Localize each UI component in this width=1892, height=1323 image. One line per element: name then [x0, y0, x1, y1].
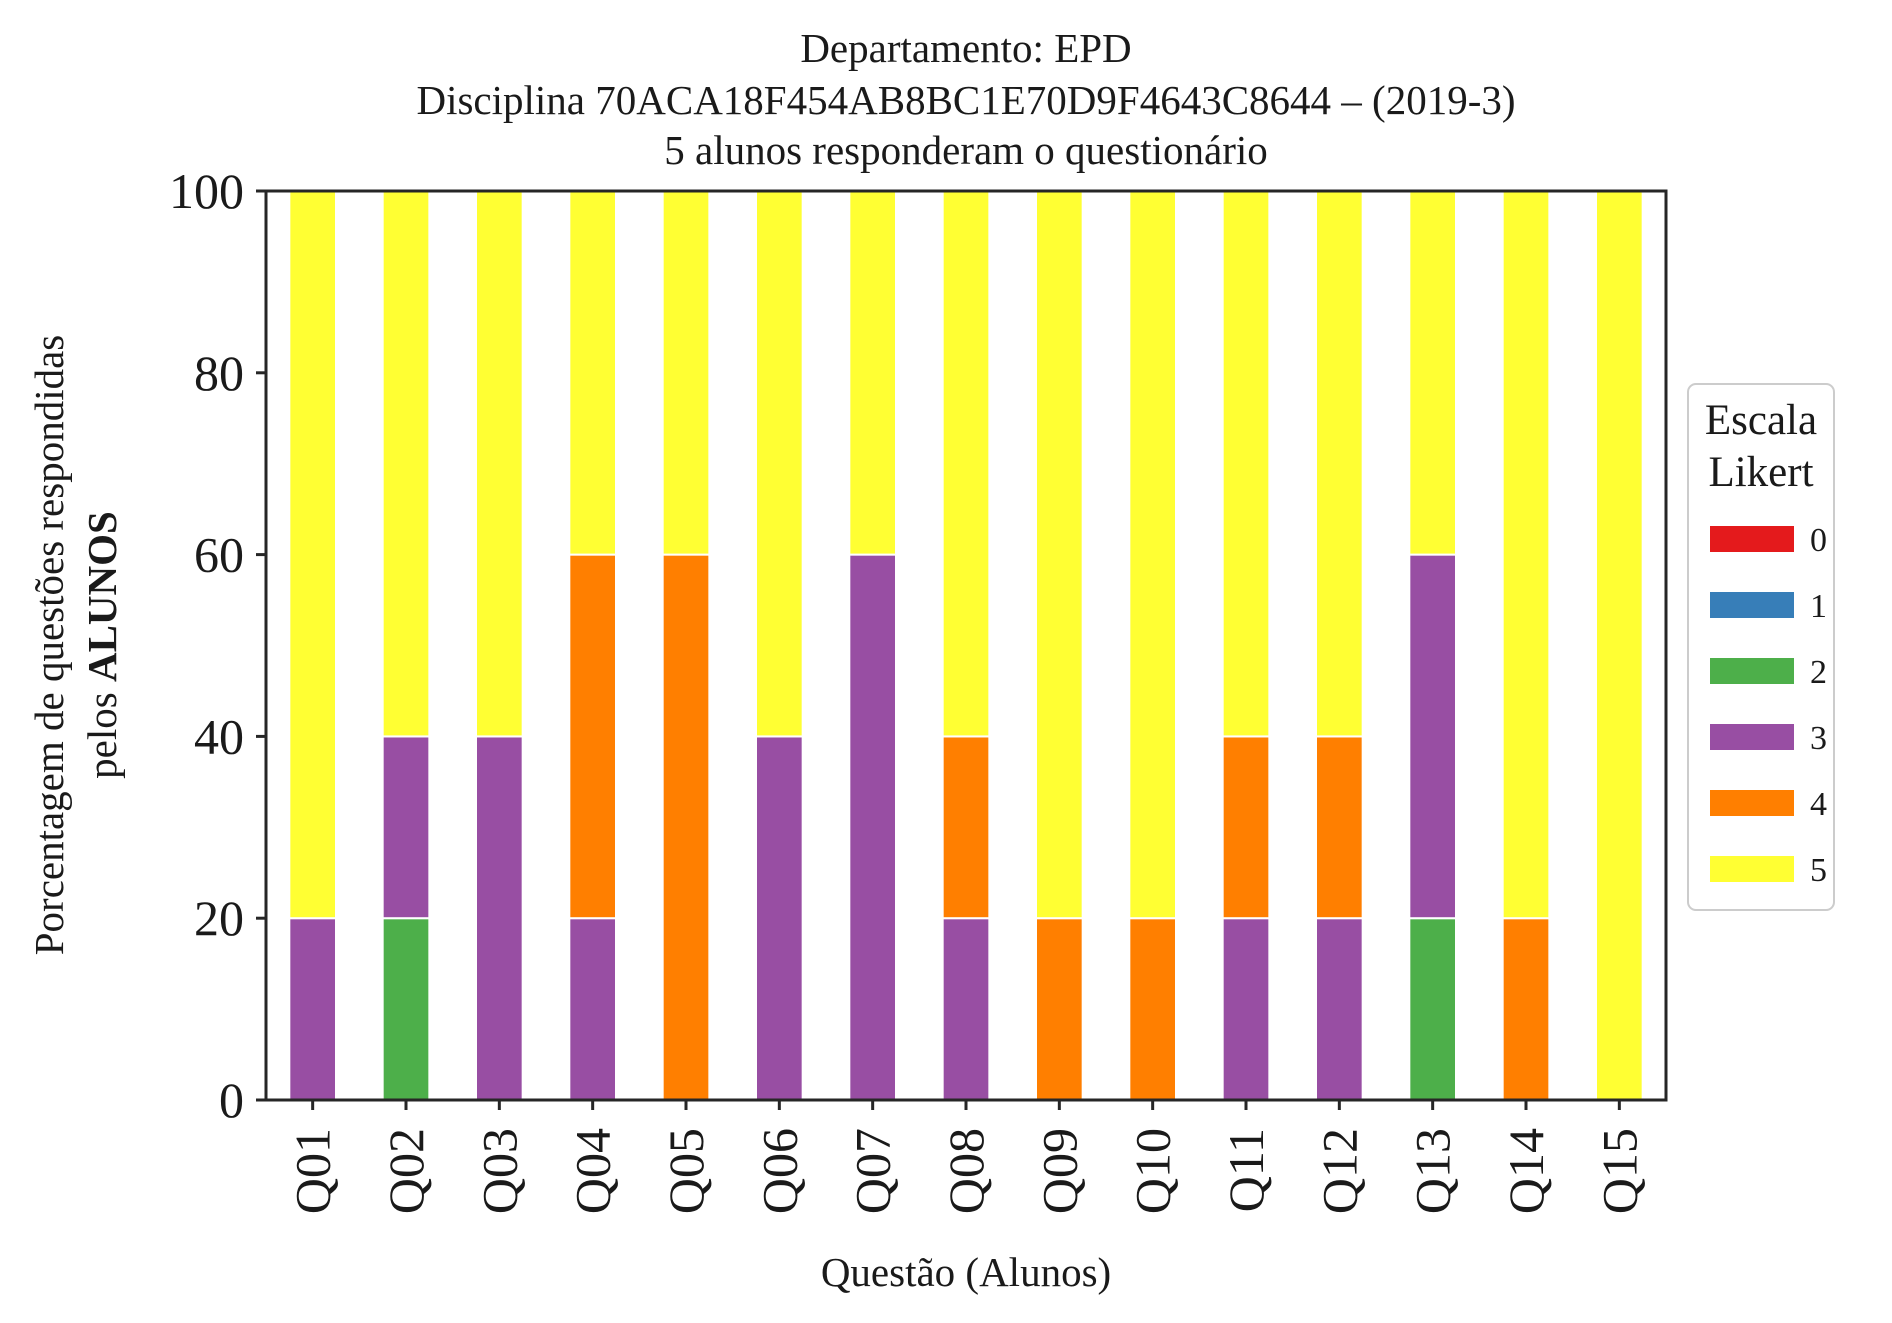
legend-title-line-2: Likert	[1708, 449, 1813, 496]
bar-Q03-likert-3	[475, 735, 524, 1102]
legend-swatch-5	[1710, 856, 1794, 882]
bar-Q02-likert-3	[381, 735, 431, 920]
x-tick-label-Q11: Q11	[1218, 1128, 1274, 1212]
legend-label-4: 4	[1810, 786, 1827, 823]
x-tick-label-Q12: Q12	[1311, 1128, 1367, 1214]
chart-title-line-2: Disciplina 70ACA18F454AB8BC1E70D9F4643C8…	[416, 77, 1515, 123]
bar-Q12-likert-5	[1315, 190, 1364, 738]
bar-Q15-likert-5	[1595, 190, 1644, 1101]
bar-Q13-likert-5	[1408, 190, 1457, 556]
legend: Escala Likert 0 1 2 3 4 5	[1687, 383, 1835, 911]
x-tick-label-Q02: Q02	[378, 1128, 434, 1214]
x-tick-label-Q14: Q14	[1498, 1128, 1554, 1214]
x-axis-ticks: Q01 Q02 Q03 Q04 Q05 Q06 Q07 Q08 Q09 Q10 Q11 Q12 Q13 Q…	[285, 1100, 1647, 1214]
bar-Q12-likert-3	[1315, 917, 1364, 1102]
y-tick-label-40: 40	[194, 708, 244, 764]
bar-Q04-likert-4	[568, 553, 618, 920]
x-tick-label-Q10: Q10	[1125, 1128, 1181, 1214]
y-tick-label-100: 100	[169, 163, 244, 219]
bar-Q04-likert-5	[568, 190, 618, 556]
bar-Q09-likert-5	[1035, 190, 1084, 920]
x-tick-label-Q04: Q04	[565, 1128, 621, 1214]
legend-items: 0 1 2 3 4 5	[1710, 522, 1827, 889]
bar-Q08-likert-5	[941, 190, 991, 738]
bar-Q13-likert-3	[1408, 553, 1457, 920]
bar-Q04-likert-3	[568, 917, 618, 1102]
bar-Q14-likert-5	[1501, 190, 1551, 920]
legend-swatch-4	[1710, 790, 1794, 816]
bar-Q11-likert-5	[1221, 190, 1271, 738]
chart-title-line-1: Departamento: EPD	[800, 25, 1131, 71]
x-tick-label-Q05: Q05	[658, 1128, 714, 1214]
bar-Q07-likert-3	[848, 553, 898, 1101]
legend-label-5: 5	[1810, 852, 1827, 889]
bar-Q10-likert-4	[1128, 917, 1177, 1102]
legend-label-1: 1	[1810, 588, 1827, 625]
bar-Q14-likert-4	[1501, 917, 1551, 1102]
bar-Q10-likert-5	[1128, 190, 1177, 920]
bar-Q05-likert-5	[661, 190, 711, 556]
y-tick-label-80: 80	[194, 345, 244, 401]
bar-Q07-likert-5	[848, 190, 898, 556]
bar-Q09-likert-4	[1035, 917, 1084, 1102]
bar-Q08-likert-3	[941, 917, 991, 1102]
bar-Q06-likert-3	[755, 735, 804, 1102]
y-tick-label-0: 0	[219, 1072, 244, 1128]
bars-group	[288, 190, 1644, 1102]
legend-swatch-0	[1710, 526, 1794, 552]
bar-Q08-likert-4	[941, 735, 991, 920]
x-tick-label-Q08: Q08	[938, 1128, 994, 1214]
legend-label-0: 0	[1810, 522, 1827, 559]
y-tick-label-60: 60	[194, 527, 244, 583]
y-tick-label-20: 20	[194, 890, 244, 946]
legend-label-3: 3	[1810, 720, 1827, 757]
legend-box	[1687, 383, 1835, 911]
bar-Q03-likert-5	[475, 190, 524, 738]
bar-Q02-likert-5	[381, 190, 431, 738]
bar-Q11-likert-3	[1221, 917, 1271, 1102]
x-tick-label-Q06: Q06	[751, 1128, 807, 1214]
legend-title-line-1: Escala	[1705, 397, 1817, 444]
y-axis-ticks: 0 20 40 60 80 100	[169, 163, 266, 1128]
bar-Q11-likert-4	[1221, 735, 1271, 920]
bar-Q01-likert-5	[288, 190, 337, 920]
legend-swatch-1	[1710, 592, 1794, 618]
x-axis-label: Questão (Alunos)	[821, 1249, 1111, 1295]
bar-Q02-likert-2	[381, 917, 431, 1102]
x-tick-label-Q13: Q13	[1405, 1128, 1461, 1214]
x-tick-label-Q07: Q07	[845, 1128, 901, 1214]
legend-label-2: 2	[1810, 654, 1827, 691]
bar-Q05-likert-4	[661, 553, 711, 1101]
bar-Q13-likert-2	[1408, 917, 1457, 1102]
y-axis-label-bold: ALUNOS	[79, 511, 125, 682]
x-tick-label-Q01: Q01	[285, 1128, 341, 1214]
y-axis-label-line-2: pelos ALUNOS	[79, 511, 125, 779]
legend-swatch-2	[1710, 658, 1794, 684]
x-tick-label-Q09: Q09	[1031, 1128, 1087, 1214]
x-tick-label-Q03: Q03	[471, 1128, 527, 1214]
x-tick-label-Q15: Q15	[1591, 1128, 1647, 1214]
y-axis-label-prefix: pelos	[79, 682, 125, 779]
y-axis-label-line-1: Porcentagem de questões respondidas	[26, 335, 72, 956]
legend-swatch-3	[1710, 724, 1794, 750]
bar-Q01-likert-3	[288, 917, 337, 1102]
bar-Q06-likert-5	[755, 190, 804, 738]
bar-Q12-likert-4	[1315, 735, 1364, 920]
chart-title-line-3: 5 alunos responderam o questionário	[664, 127, 1267, 173]
